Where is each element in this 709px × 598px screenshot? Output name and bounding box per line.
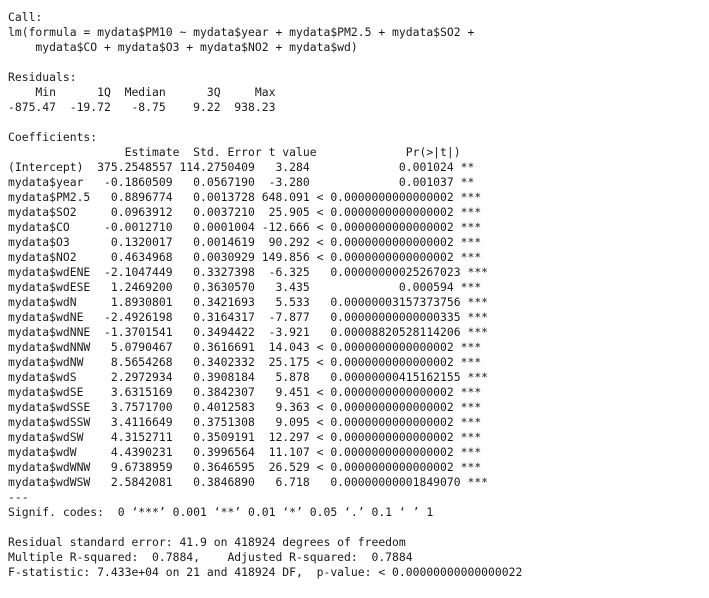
coef-row: mydata$wdNNE -1.3701541 0.3494422 -3.921… [8,325,489,339]
coef-row: mydata$wdWNW 9.6738959 0.3646595 26.529 … [8,460,482,474]
f-statistic: F-statistic: 7.433e+04 on 21 and 418924 … [8,565,523,579]
coef-row: mydata$SO2 0.0963912 0.0037210 25.905 < … [8,205,482,219]
residual-standard-error: Residual standard error: 41.9 on 418924 … [8,535,406,549]
coef-row: mydata$wdSE 3.6315169 0.3842307 9.451 < … [8,385,482,399]
residuals-header: Residuals: [8,70,77,84]
coef-row: mydata$CO -0.0012710 0.0001004 -12.666 <… [8,220,482,234]
coefficients-header: Coefficients: [8,130,98,144]
coef-row: mydata$NO2 0.4634968 0.0030929 149.856 <… [8,250,482,264]
coef-row: mydata$wdSSW 3.4116649 0.3751308 9.095 <… [8,415,482,429]
r-squared: Multiple R-squared: 0.7884, Adjusted R-s… [8,550,420,564]
separator: --- [8,490,29,504]
blank-line [8,115,522,130]
residuals-labels: Min 1Q Median 3Q Max [8,85,283,99]
regression-output: Call: lm(formula = mydata$PM10 ~ mydata$y… [8,10,522,580]
call-header: Call: [8,10,43,24]
signif-codes: Signif. codes: 0 ‘***’ 0.001 ‘**’ 0.01 ‘… [8,505,434,519]
coefficients-column-headers: Estimate Std. Error t value Pr(>|t|) [8,145,489,159]
coef-row: (Intercept) 375.2548557 114.2750409 3.28… [8,160,482,174]
coef-row: mydata$O3 0.1320017 0.0014619 90.292 < 0… [8,235,482,249]
coef-row: mydata$wdWSW 2.5842081 0.3846890 6.718 0… [8,475,489,489]
coef-row: mydata$wdSSE 3.7571700 0.4012583 9.363 <… [8,400,482,414]
call-formula-line-1: lm(formula = mydata$PM10 ~ mydata$year +… [8,25,475,39]
coef-row: mydata$wdS 2.2972934 0.3908184 5.878 0.0… [8,370,489,384]
coef-row: mydata$wdW 4.4390231 0.3996564 11.107 < … [8,445,482,459]
blank-line [8,55,522,70]
coef-row: mydata$wdNNW 5.0790467 0.3616691 14.043 … [8,340,482,354]
coef-row: mydata$wdENE -2.1047449 0.3327398 -6.325… [8,265,489,279]
blank-line [8,520,522,535]
coef-row: mydata$wdESE 1.2469200 0.3630570 3.435 0… [8,280,482,294]
call-formula-line-2: mydata$CO + mydata$O3 + mydata$NO2 + myd… [8,40,358,54]
coef-row: mydata$wdNW 8.5654268 0.3402332 25.175 <… [8,355,482,369]
coef-row: mydata$wdNE -2.4926198 0.3164317 -7.877 … [8,310,489,324]
residuals-values: -875.47 -19.72 -8.75 9.22 938.23 [8,100,283,114]
coef-row: mydata$wdN 1.8930801 0.3421693 5.533 0.0… [8,295,489,309]
coef-row: mydata$year -0.1860509 0.0567190 -3.280 … [8,175,482,189]
coef-row: mydata$PM2.5 0.8896774 0.0013728 648.091… [8,190,482,204]
coef-row: mydata$wdSW 4.3152711 0.3509191 12.297 <… [8,430,482,444]
